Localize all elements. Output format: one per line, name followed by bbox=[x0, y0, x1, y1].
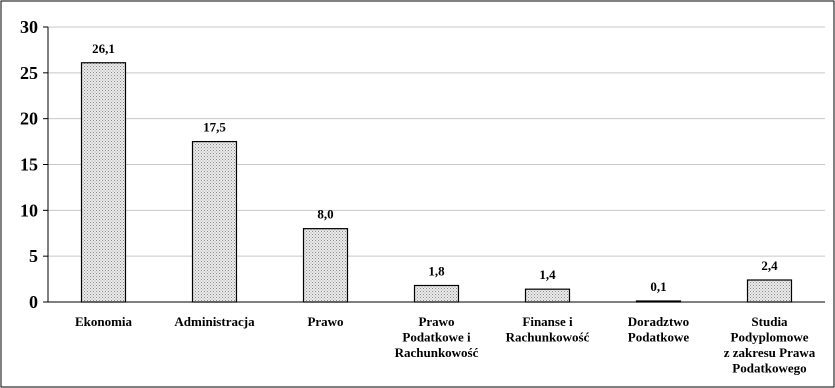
category-label: Finanse i Rachunkowość bbox=[506, 314, 590, 345]
category-label-line: Podatkowe bbox=[628, 330, 690, 345]
category-label: Studia Podyplomowe z zakresu Prawa Podatkow… bbox=[724, 314, 816, 376]
category-label: Prawo Podatkowe i Rachunkowość bbox=[395, 314, 479, 360]
category-label-line: Podyplomowe bbox=[731, 330, 809, 345]
category-label-line: Rachunkowość bbox=[506, 330, 590, 345]
data-label: 1,4 bbox=[539, 267, 556, 282]
y-tick-labels: 0 5 10 15 20 25 30 bbox=[20, 17, 38, 312]
category-label-line: Ekonomia bbox=[75, 314, 133, 329]
data-label: 0,1 bbox=[650, 279, 666, 294]
category-label-line: Administracja bbox=[174, 314, 255, 329]
y-tick-label: 30 bbox=[20, 17, 38, 37]
bar bbox=[191, 140, 238, 303]
category-label-line: Podatkowego bbox=[732, 361, 806, 376]
y-tick-label: 20 bbox=[20, 109, 38, 129]
category-label-line: Prawo bbox=[418, 314, 454, 329]
category-label-line: Studia bbox=[751, 314, 788, 329]
data-label: 1,8 bbox=[428, 264, 445, 279]
category-label: Prawo bbox=[307, 314, 343, 329]
category-label-line: Doradztwo bbox=[628, 314, 689, 329]
gridlines bbox=[48, 26, 825, 257]
category-label-line: z zakresu Prawa bbox=[724, 345, 816, 360]
category-label-line: Finanse i bbox=[522, 314, 573, 329]
data-label: 8,0 bbox=[317, 207, 333, 222]
y-tick-label: 0 bbox=[29, 292, 38, 312]
category-label: Administracja bbox=[174, 314, 255, 329]
bar bbox=[746, 279, 793, 303]
data-label: 2,4 bbox=[761, 258, 778, 273]
data-labels: 26,1 17,5 8,0 1,8 1,4 0,1 2,4 bbox=[92, 41, 778, 294]
data-label: 26,1 bbox=[92, 41, 115, 56]
y-tick-label: 25 bbox=[20, 63, 38, 83]
category-labels: Ekonomia Administracja Prawo Prawo Podatkowe… bbox=[75, 314, 816, 376]
category-label-line: Rachunkowość bbox=[395, 345, 479, 360]
bar bbox=[80, 62, 127, 303]
category-label: Ekonomia bbox=[75, 314, 133, 329]
y-tick-label: 5 bbox=[29, 246, 38, 266]
category-label-line: Podatkowe i bbox=[402, 330, 471, 345]
bar bbox=[413, 284, 460, 303]
bars bbox=[80, 62, 793, 303]
y-tick-label: 15 bbox=[20, 155, 38, 175]
bar bbox=[524, 288, 571, 303]
category-label: Doradztwo Podatkowe bbox=[628, 314, 690, 345]
y-tick-label: 10 bbox=[20, 200, 38, 220]
bar bbox=[302, 228, 349, 303]
category-label-line: Prawo bbox=[307, 314, 343, 329]
data-label: 17,5 bbox=[203, 120, 226, 135]
